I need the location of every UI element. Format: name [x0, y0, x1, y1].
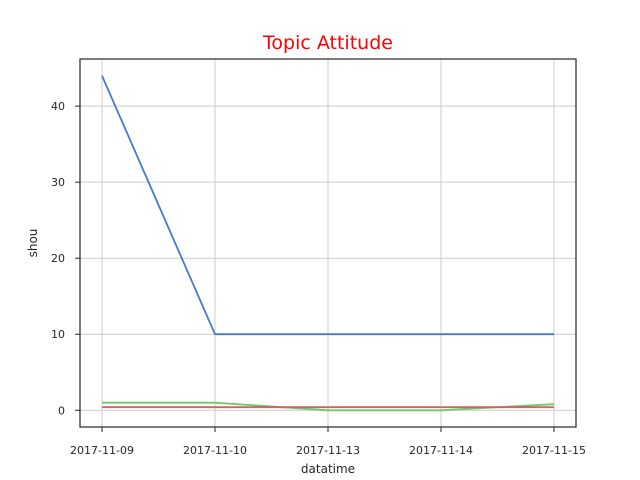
y-tick-label: 20 — [51, 252, 65, 265]
y-tick-label: 10 — [51, 328, 65, 341]
series-line-2 — [102, 401, 555, 412]
x-axis-label: datatime — [301, 462, 355, 476]
y-axis-label: shou — [26, 229, 40, 258]
x-tick-label: 2017-11-15 — [522, 444, 586, 457]
series-line-1 — [101, 75, 554, 336]
y-tick-label: 0 — [58, 404, 65, 417]
chart-title: Topic Attitude — [262, 32, 393, 54]
x-tick-label: 2017-11-13 — [296, 444, 360, 457]
x-tick-label: 2017-11-10 — [183, 444, 247, 457]
series-layer — [101, 75, 555, 412]
grid — [80, 59, 576, 427]
y-tick-label: 40 — [51, 100, 65, 113]
tick-layer: 2017-11-09 2017-11-10 2017-11-13 2017-11-14… — [51, 100, 586, 457]
y-tick-label: 30 — [51, 176, 65, 189]
x-tick-label: 2017-11-09 — [70, 444, 134, 457]
x-tick-label: 2017-11-14 — [409, 444, 473, 457]
